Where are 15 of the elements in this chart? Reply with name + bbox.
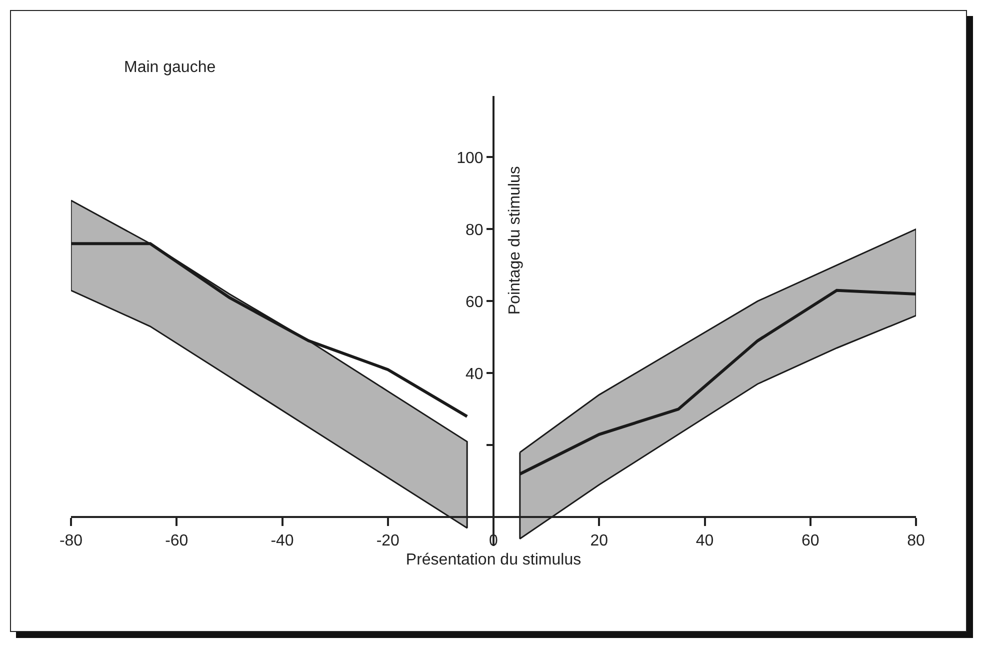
y-tick-label: 40 [466,366,484,383]
x-tick-label: -60 [165,532,188,550]
x-tick-label: 60 [801,532,820,550]
y-axis-title: Pointage du stimulus [506,166,524,315]
x-tick-label: 20 [590,532,608,550]
x-tick-label: -20 [376,532,400,550]
y-tick-label: 80 [466,222,484,239]
y-tick-label: 100 [456,150,484,167]
x-tick-label: 40 [696,532,714,550]
x-tick-label: 80 [907,532,925,550]
x-tick-label: -40 [270,532,294,550]
x-axis-title: Présentation du stimulus [406,552,582,569]
text: Main gauche [124,59,216,76]
y-tick-label: 60 [466,294,484,311]
x-tick-label: -80 [59,532,83,550]
